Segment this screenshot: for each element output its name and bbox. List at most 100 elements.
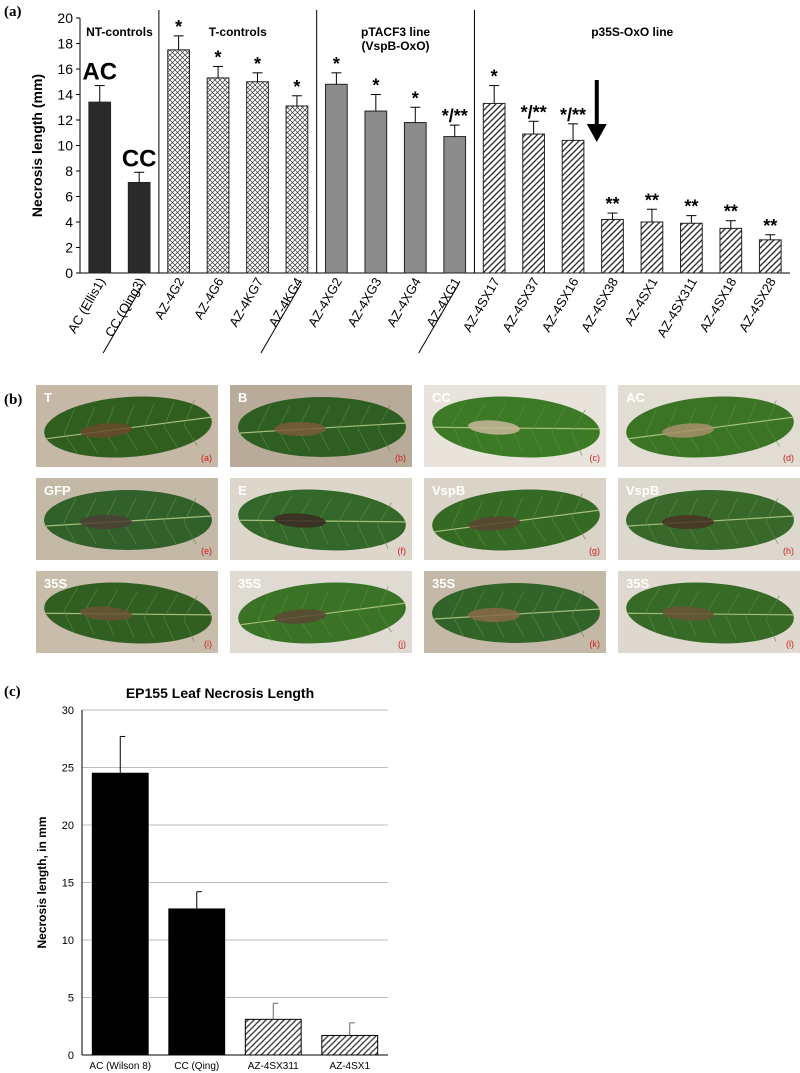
leaf-treatment-label: 35S (44, 576, 68, 591)
leaf-vein (551, 431, 563, 455)
y-tick-label: 8 (65, 163, 73, 179)
leaf-vein (143, 402, 155, 428)
bar-big-label: CC (122, 145, 157, 172)
leaf-sublabel: (a) (201, 453, 212, 463)
bar (321, 1034, 379, 1056)
leaf-vein (451, 401, 466, 425)
significance-mark: */** (521, 102, 547, 122)
category-underline (260, 283, 302, 354)
category-label: AZ-4SX16 (539, 275, 582, 334)
leaf-sublabel: (b) (395, 453, 406, 463)
leaf-treatment-label: VspB (432, 483, 466, 498)
y-tick-label: 14 (57, 87, 73, 103)
category-label: AZ-4SX1 (329, 1061, 370, 1072)
leaf-vein (571, 493, 583, 519)
category-label: AZ-4XG2 (305, 275, 345, 329)
bar (443, 136, 467, 274)
leaf-vein (377, 502, 392, 527)
necrosis-lesion (662, 515, 714, 529)
necrosis-lesion (662, 423, 715, 438)
y-tick-label: 20 (62, 820, 74, 832)
leaf-image (44, 582, 213, 644)
leaf-treatment-label: T (44, 390, 52, 405)
leaf-image (44, 396, 212, 458)
category-label: AZ-4SX37 (499, 275, 542, 334)
leaf-vein (63, 610, 75, 634)
leaf-vein (765, 595, 780, 620)
significance-mark: ** (684, 197, 698, 217)
leaf-vein (143, 521, 157, 545)
necrosis-lesion (468, 516, 521, 531)
bar (206, 77, 230, 274)
leaf-treatment-label: CC (432, 390, 451, 405)
leaf-vein (183, 618, 195, 642)
leaf-vein (571, 409, 586, 434)
leaf-vein (337, 613, 352, 636)
significance-mark: * (412, 88, 419, 108)
group-label: NT-controls (86, 25, 153, 39)
necrosis-lesion (80, 423, 133, 438)
leaf-photo-grid: T (a) B (b) CC (c) AC (d) GFP (e) E (f) VspB (g) VspB (… (36, 385, 800, 657)
significance-mark: ** (605, 194, 619, 214)
necrosis-lesion (467, 420, 520, 435)
bar (364, 110, 388, 274)
necrosis-chart-c: EP155 Leaf Necrosis Length 0 5 10 15 20 25 30 Ne… (35, 685, 388, 1072)
bar (403, 122, 427, 274)
leaf-image (626, 396, 794, 458)
leaf-image (238, 489, 407, 551)
bar (285, 105, 309, 274)
leaf-vein (377, 586, 389, 612)
leaf-image (238, 397, 407, 457)
bar (640, 221, 664, 274)
leaf-treatment-label: VspB (626, 483, 660, 498)
category-label: AC (Wilson 8) (89, 1061, 151, 1072)
bar (325, 83, 348, 274)
y-tick-label: 10 (57, 138, 73, 154)
leaf-vein (725, 402, 737, 428)
leaf-vein (646, 408, 657, 434)
leaf-treatment-label: E (238, 483, 247, 498)
leaf-vein (377, 525, 389, 549)
significance-mark: ** (724, 202, 738, 222)
y-tick-label: 6 (65, 189, 73, 205)
bar (246, 81, 269, 274)
leaf-sublabel: (j) (398, 639, 406, 649)
category-label: AZ-4XG3 (344, 275, 384, 329)
leaf-vein (452, 526, 467, 548)
leaf-vein (531, 429, 543, 454)
y-tick-label: 12 (57, 112, 73, 128)
significance-mark: ** (763, 216, 777, 236)
category-label: AZ-4SX1 (621, 275, 660, 328)
category-label: AZ-4SX18 (696, 275, 739, 334)
leaf-vein (257, 494, 272, 518)
leaf-sublabel: (d) (783, 453, 794, 463)
leaf-vein (258, 594, 269, 620)
leaf-vein (531, 406, 546, 431)
necrosis-lesion (274, 422, 326, 436)
leaf-vein (183, 400, 195, 426)
bar-big-label: AC (82, 59, 117, 86)
category-label: AZ-4SX17 (460, 275, 503, 334)
leaf-vein (143, 497, 157, 523)
category-label: CC (Qing) (174, 1061, 219, 1072)
leaf-image (432, 583, 601, 643)
bar (167, 49, 190, 274)
leaf-sublabel: (l) (786, 639, 794, 649)
leaf-vein (64, 433, 79, 455)
leaf-treatment-label: B (238, 390, 248, 405)
leaf-vein (337, 499, 352, 524)
leaf-vein (531, 495, 543, 521)
bar (482, 102, 506, 274)
category-underline (102, 283, 144, 354)
panel-b-label: (b) (4, 392, 23, 408)
panel-c-label: (c) (4, 684, 21, 700)
leaf-vein (163, 401, 175, 427)
bar (758, 239, 782, 274)
leaf-photo: VspB (g) (424, 478, 606, 560)
significance-mark: */** (442, 106, 468, 126)
leaf-vein (451, 424, 463, 448)
leaf-vein (357, 501, 372, 525)
leaf-photo: CC (c) (424, 385, 606, 467)
leaf-photo: 35S (l) (618, 571, 800, 653)
leaf-vein (163, 617, 175, 641)
